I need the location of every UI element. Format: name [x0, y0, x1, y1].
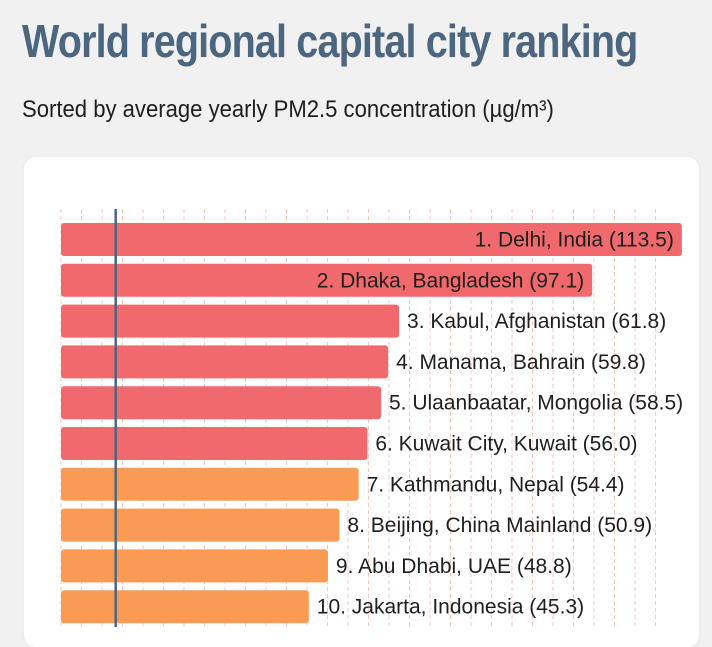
- bar-3: [61, 304, 400, 338]
- bar-1: [61, 223, 682, 256]
- bars: [61, 223, 682, 624]
- bar-label-9: 9. Abu Dhabi, UAE (48.8): [336, 555, 572, 578]
- bar-label-2: 2. Dhaka, Bangladesh (97.1): [317, 269, 584, 292]
- bar-10: [61, 590, 309, 624]
- chart-card: 1. Delhi, India (113.5) 2. Dhaka, Banglad…: [24, 157, 699, 647]
- bar-label-5: 5. Ulaanbaatar, Mongolia (58.5): [389, 392, 683, 415]
- bar-4: [61, 345, 389, 379]
- page-subtitle: Sorted by average yearly PM2.5 concentra…: [22, 96, 554, 123]
- bar-label-4: 4. Manama, Bahrain (59.8): [396, 351, 646, 374]
- bar-label-3: 3. Kabul, Afghanistan (61.8): [407, 310, 666, 333]
- bar-label-7: 7. Kathmandu, Nepal (54.4): [367, 473, 625, 496]
- bar-label-6: 6. Kuwait City, Kuwait (56.0): [375, 433, 637, 456]
- bar-label-10: 10. Jakarta, Indonesia (45.3): [317, 596, 584, 619]
- bar-6: [61, 427, 368, 460]
- bar-chart: 1. Delhi, India (113.5) 2. Dhaka, Banglad…: [60, 209, 683, 627]
- bar-5: [61, 386, 381, 420]
- bar-labels: 1. Delhi, India (113.5) 2. Dhaka, Banglad…: [317, 229, 683, 619]
- bar-label-8: 8. Beijing, China Mainland (50.9): [347, 514, 652, 537]
- bar-8: [61, 508, 340, 542]
- bar-label-1: 1. Delhi, India (113.5): [475, 229, 674, 252]
- bar-9: [61, 549, 328, 583]
- bar-2: [61, 263, 593, 297]
- bar-7: [61, 467, 359, 501]
- page-title: World regional capital city ranking: [22, 15, 638, 67]
